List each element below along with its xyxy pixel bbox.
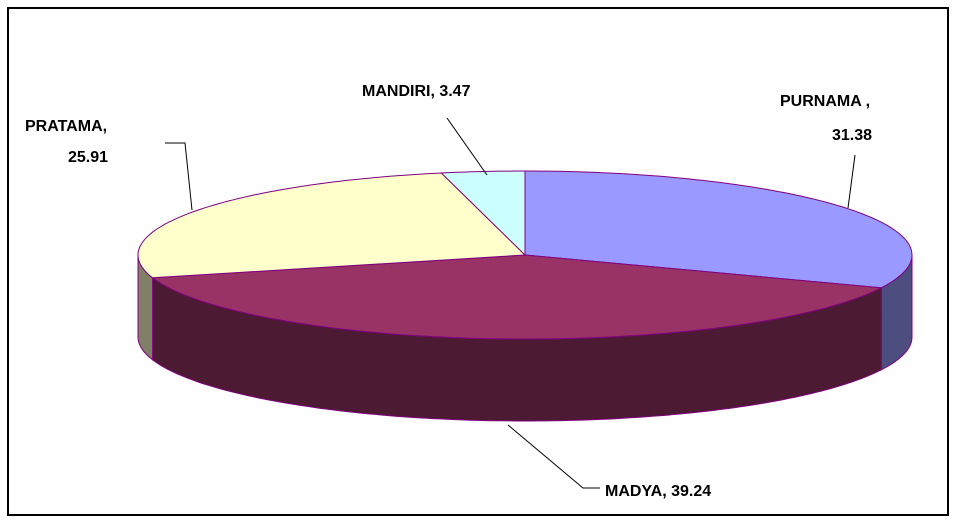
pie-slice [440,170,526,257]
data-label: PRATAMA, [25,118,107,135]
pie-slice [137,172,527,279]
data-label: MADYA, 39.24 [605,483,711,500]
data-label: MANDIRI, 3.47 [362,83,471,100]
pie-slice [151,254,884,340]
leader-line [507,424,600,489]
leader-line [446,117,488,176]
data-label: 31.38 [832,127,872,144]
data-label: PURNAMA , [780,93,870,110]
data-label: 25.91 [68,149,108,166]
leader-line [847,154,856,209]
leader-line [165,142,193,211]
pie-slice [524,170,913,289]
